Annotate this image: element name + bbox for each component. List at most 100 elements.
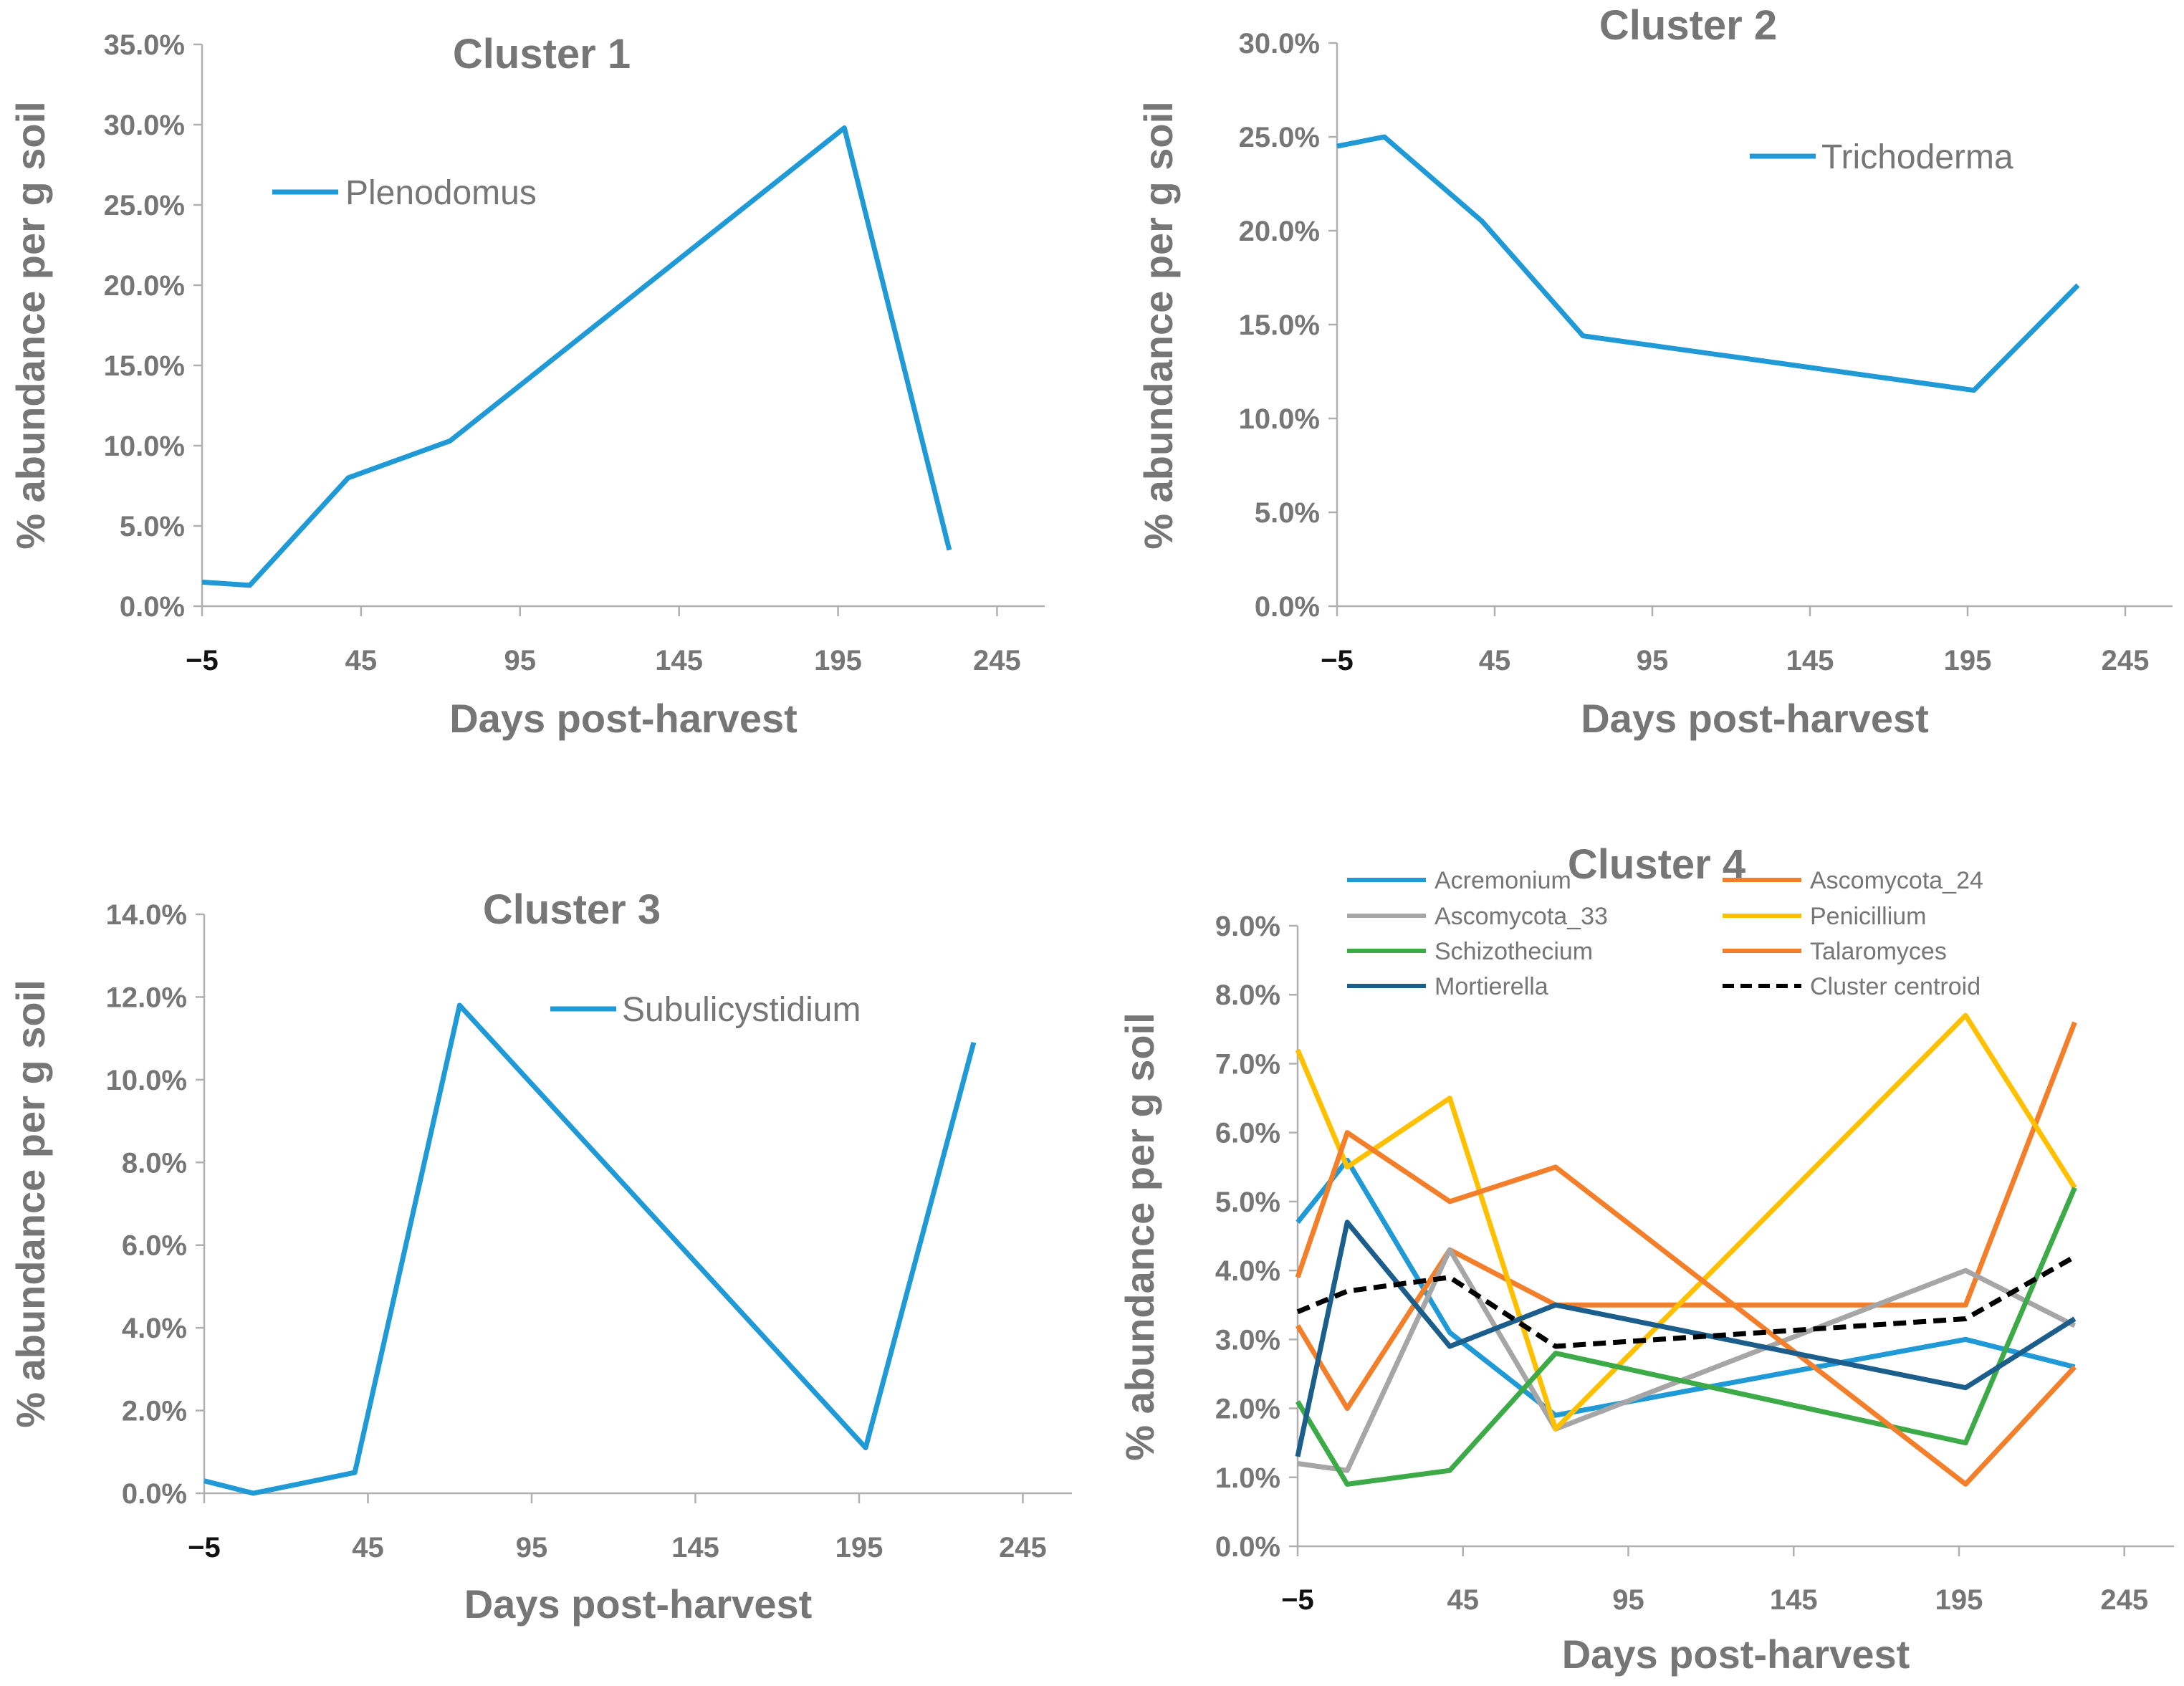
y-tick-label: 15.0% (104, 350, 185, 382)
x-tick-label: 95 (516, 1532, 548, 1563)
x-tick-label: 195 (835, 1532, 883, 1563)
y-tick-label: 8.0% (122, 1147, 187, 1179)
legend-label: Talaromyces (1810, 938, 1947, 965)
x-tick-label: 245 (2102, 645, 2150, 676)
chart-title: Cluster 2 (1599, 2, 1777, 49)
chart-panel-cluster-3: Cluster 3 % abundance per g soil Days post… (0, 843, 1092, 1686)
legend-label: Ascomycota_24 (1810, 867, 1983, 894)
series-line-penicillium (1295, 1012, 2077, 1432)
y-tick-label: 12.0% (106, 982, 187, 1013)
x-tick-label: 145 (655, 645, 703, 676)
y-tick-label: 1.0% (1215, 1462, 1280, 1494)
legend-label: Schizothecium (1435, 938, 1593, 965)
x-tick-label: 45 (345, 645, 378, 676)
y-tick-label: 25.0% (1239, 122, 1320, 153)
y-tick-label: 4.0% (122, 1313, 187, 1344)
y-tick-label: 15.0% (1239, 310, 1320, 341)
y-tick-label: 2.0% (122, 1396, 187, 1427)
y-tick-label: 30.0% (1239, 28, 1320, 59)
legend-label: Trichoderma (1821, 138, 2013, 176)
x-tick-label: 45 (352, 1532, 384, 1563)
y-tick-label: 20.0% (1239, 216, 1320, 247)
y-tick-label: 0.0% (1255, 591, 1320, 623)
x-tick-label: 95 (504, 645, 537, 676)
series-line-acremonium (1295, 1157, 2076, 1418)
x-axis-label: Days post-harvest (449, 696, 798, 741)
y-tick-label: 5.0% (120, 511, 185, 542)
y-tick-label: 7.0% (1215, 1048, 1280, 1080)
chart-panel-cluster-4: Cluster 4 % abundance per g soil Days post… (1092, 841, 2184, 1686)
series-line-ascomycota-24 (1295, 1021, 2077, 1412)
y-tick-label: 6.0% (122, 1230, 187, 1262)
legend-label: Ascomycota_33 (1435, 903, 1608, 930)
legend-label: Acremonium (1435, 867, 1571, 894)
y-tick-label: 8.0% (1215, 979, 1280, 1011)
x-tick-label: 145 (671, 1532, 719, 1563)
x-tick-label: 195 (1935, 1584, 1983, 1616)
chart-svg: Cluster 4 % abundance per g soil Days post… (1117, 841, 2174, 1677)
chart-title: Cluster 4 (1568, 841, 1745, 888)
chart-title: Cluster 3 (483, 886, 661, 933)
chart-title: Cluster 1 (453, 31, 631, 77)
y-tick-label: 9.0% (1215, 911, 1280, 942)
y-tick-label: 5.0% (1215, 1187, 1280, 1218)
x-tick-label: 245 (999, 1532, 1047, 1563)
x-tick-label: −5 (1281, 1584, 1314, 1616)
chart-panel-cluster-2: Cluster 2 % abundance per g soil Days post… (1092, 0, 2184, 843)
y-axis-label: % abundance per g soil (1117, 1012, 1162, 1460)
y-tick-label: 14.0% (106, 899, 187, 931)
y-tick-label: 0.0% (120, 591, 185, 623)
y-tick-label: 2.0% (1215, 1394, 1280, 1425)
x-tick-label: 45 (1479, 645, 1511, 676)
x-tick-label: 95 (1637, 645, 1669, 676)
y-tick-label: 0.0% (1215, 1531, 1280, 1563)
legend: Acremonium Ascomycota_24 Ascomycota_33 Peni… (1347, 867, 1983, 1000)
x-tick-label: 195 (1944, 645, 1992, 676)
x-tick-label: 195 (814, 645, 862, 676)
series-line-talaromyces (1295, 1130, 2077, 1487)
x-tick-label: 45 (1447, 1584, 1480, 1616)
x-tick-label: 145 (1770, 1584, 1818, 1616)
legend-label: Plenodomus (345, 174, 537, 212)
y-tick-label: 6.0% (1215, 1118, 1280, 1149)
x-axis-label: Days post-harvest (464, 1581, 813, 1627)
y-tick-label: 20.0% (104, 270, 185, 302)
series-line-plenodomus (201, 125, 952, 588)
x-tick-label: 95 (1612, 1584, 1644, 1616)
chart-svg: Cluster 2 % abundance per g soil Days post… (1136, 2, 2173, 741)
legend-label: Subulicystidium (622, 991, 861, 1029)
x-tick-label: 145 (1786, 645, 1834, 676)
chart-svg: Cluster 3 % abundance per g soil Days post… (8, 886, 1072, 1627)
x-tick-label: −5 (1321, 645, 1354, 676)
x-tick-label: −5 (186, 645, 219, 676)
legend-label: Cluster centroid (1810, 973, 1981, 1000)
series-line-cluster-centroid (1296, 1254, 2077, 1349)
series-line-trichoderma (1336, 134, 2080, 393)
series-line-mortierella (1295, 1220, 2077, 1457)
legend: Subulicystidium (550, 991, 861, 1029)
y-axis-label: % abundance per g soil (8, 101, 53, 549)
chart-panel-cluster-1: Cluster 1 % abundance per g soil Days post… (0, 0, 1092, 843)
legend-label: Mortierella (1435, 973, 1548, 1000)
series-line-schizothecium (1295, 1187, 2077, 1487)
chart-svg: Cluster 1 % abundance per g soil Days post… (8, 29, 1045, 741)
y-tick-label: 0.0% (122, 1478, 187, 1510)
y-axis-label: % abundance per g soil (1136, 101, 1181, 549)
y-tick-label: 10.0% (106, 1065, 187, 1096)
y-axis-label: % abundance per g soil (8, 979, 53, 1427)
y-tick-label: 5.0% (1255, 497, 1320, 529)
y-tick-label: 3.0% (1215, 1324, 1280, 1356)
y-tick-label: 10.0% (1239, 403, 1320, 435)
legend: Trichoderma (1750, 138, 2013, 176)
x-tick-label: 245 (2100, 1584, 2148, 1616)
y-tick-label: 30.0% (104, 110, 185, 141)
x-tick-label: −5 (188, 1532, 221, 1563)
legend-label: Penicillium (1810, 903, 1927, 930)
legend: Plenodomus (272, 174, 537, 212)
x-axis-label: Days post-harvest (1581, 696, 1929, 741)
series-line-subulicystidium (203, 1002, 977, 1496)
x-axis-label: Days post-harvest (1562, 1632, 1910, 1677)
y-tick-label: 35.0% (104, 29, 185, 61)
y-tick-label: 25.0% (104, 190, 185, 221)
x-tick-label: 245 (973, 645, 1021, 676)
